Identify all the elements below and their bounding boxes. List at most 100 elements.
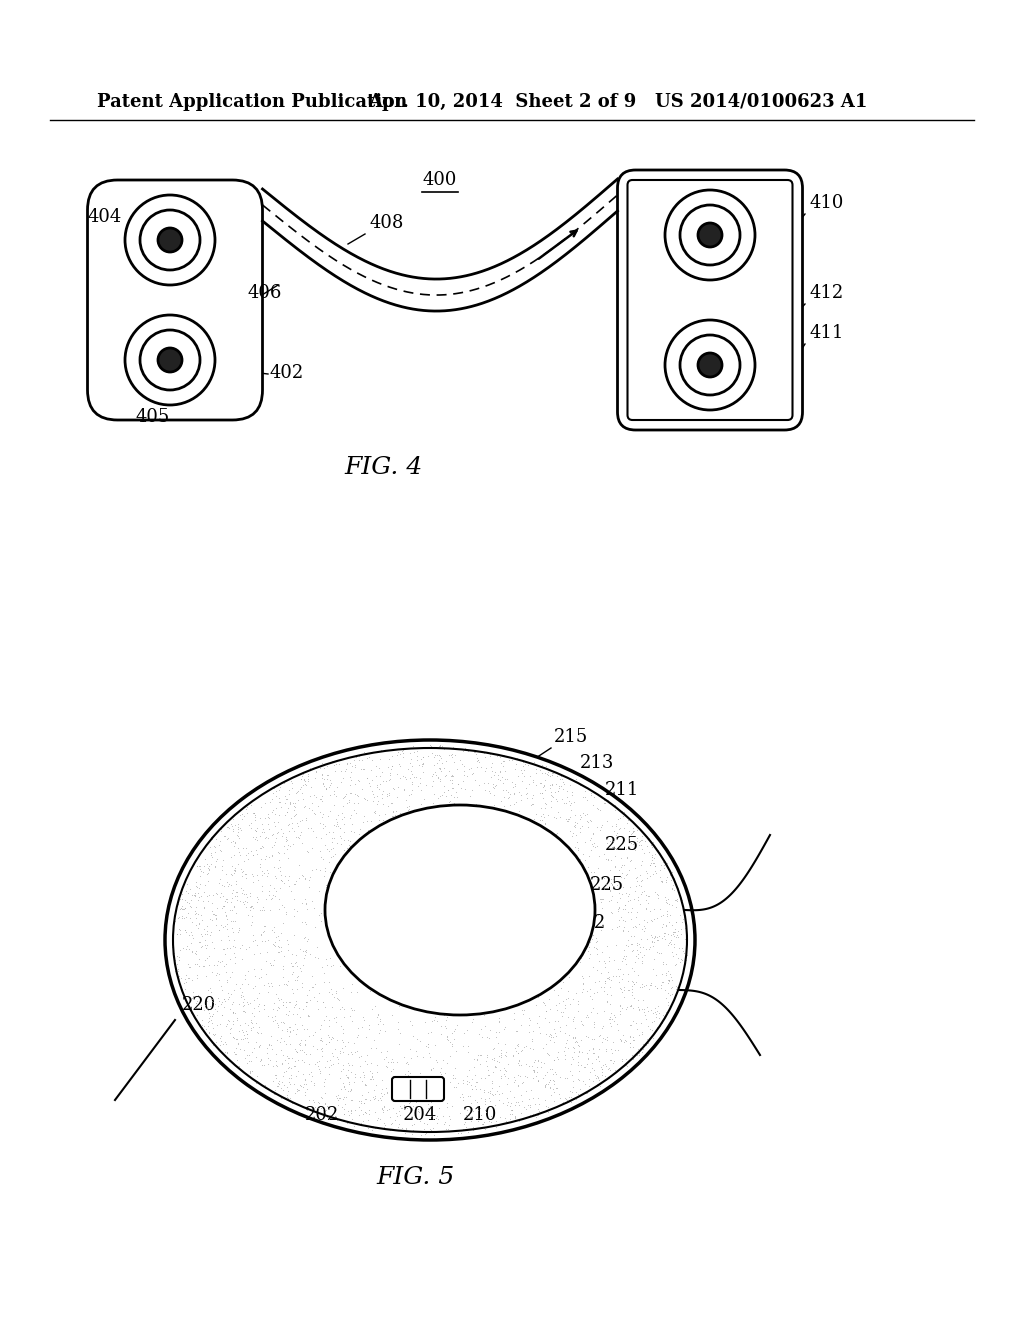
Point	[339, 969, 355, 990]
Point	[653, 908, 670, 929]
Point	[311, 974, 328, 995]
Point	[645, 916, 662, 937]
Point	[519, 1067, 536, 1088]
Point	[187, 1003, 204, 1024]
Point	[499, 1073, 515, 1094]
Point	[366, 1080, 382, 1101]
Point	[196, 838, 212, 859]
Point	[169, 945, 185, 966]
Point	[332, 804, 348, 825]
Point	[333, 775, 349, 796]
Point	[282, 863, 298, 884]
Point	[222, 1023, 239, 1044]
Point	[535, 994, 551, 1015]
Point	[207, 1041, 223, 1063]
Point	[447, 1024, 464, 1045]
Point	[415, 1047, 431, 1068]
Point	[163, 935, 179, 956]
Point	[422, 1045, 438, 1067]
Point	[328, 779, 344, 800]
Point	[507, 1093, 523, 1114]
Point	[315, 1048, 332, 1069]
Point	[525, 1038, 542, 1059]
Point	[333, 837, 349, 858]
Point	[509, 1020, 525, 1041]
Point	[234, 935, 251, 956]
Point	[259, 1014, 275, 1035]
Point	[485, 1039, 502, 1060]
Point	[495, 1093, 511, 1114]
Point	[633, 854, 649, 875]
Point	[658, 985, 675, 1006]
Point	[236, 994, 252, 1015]
Point	[203, 940, 219, 961]
Point	[231, 931, 248, 952]
Text: 406: 406	[247, 284, 282, 302]
Point	[500, 1044, 516, 1065]
Point	[296, 1041, 312, 1063]
Point	[263, 1026, 280, 1047]
Point	[623, 1040, 639, 1061]
Point	[579, 826, 595, 847]
Point	[480, 1081, 497, 1102]
Point	[266, 1064, 283, 1085]
Point	[214, 880, 230, 902]
Point	[538, 1097, 554, 1118]
Point	[678, 949, 694, 970]
Point	[312, 957, 329, 978]
Point	[365, 1081, 381, 1102]
Point	[547, 1022, 563, 1043]
Point	[428, 1051, 444, 1072]
Point	[440, 1030, 457, 1051]
Point	[623, 1032, 639, 1053]
Point	[565, 1038, 582, 1059]
Point	[234, 965, 251, 986]
Point	[244, 906, 260, 927]
Point	[444, 1055, 461, 1076]
Point	[477, 755, 494, 776]
Point	[347, 799, 364, 820]
Point	[338, 821, 354, 842]
Point	[335, 788, 351, 809]
Point	[298, 913, 314, 935]
Point	[393, 995, 410, 1016]
Point	[329, 987, 345, 1008]
Point	[645, 898, 662, 919]
Point	[214, 859, 230, 880]
Point	[171, 946, 187, 968]
Point	[646, 854, 663, 875]
Point	[565, 772, 582, 793]
Point	[643, 974, 659, 995]
Point	[227, 833, 244, 854]
Point	[207, 855, 223, 876]
Point	[455, 771, 471, 792]
Point	[445, 1028, 462, 1049]
Point	[648, 965, 665, 986]
Point	[483, 1073, 500, 1094]
Point	[445, 772, 462, 793]
Point	[411, 1040, 427, 1061]
Point	[315, 929, 332, 950]
Point	[407, 1086, 423, 1107]
Point	[231, 845, 248, 866]
Point	[385, 801, 401, 822]
Point	[601, 887, 617, 908]
Point	[278, 772, 294, 793]
Point	[337, 1064, 353, 1085]
Point	[209, 898, 225, 919]
Point	[487, 1117, 504, 1138]
Point	[304, 966, 321, 987]
Text: FIG. 4: FIG. 4	[344, 457, 422, 479]
Point	[401, 1063, 418, 1084]
Point	[506, 1027, 522, 1048]
Point	[366, 1115, 382, 1137]
Point	[227, 912, 244, 933]
Point	[480, 1059, 497, 1080]
Point	[265, 812, 282, 833]
Point	[453, 1081, 469, 1102]
Point	[604, 1031, 621, 1052]
Point	[589, 797, 605, 818]
Point	[577, 832, 593, 853]
Point	[411, 754, 427, 775]
Point	[634, 973, 650, 994]
